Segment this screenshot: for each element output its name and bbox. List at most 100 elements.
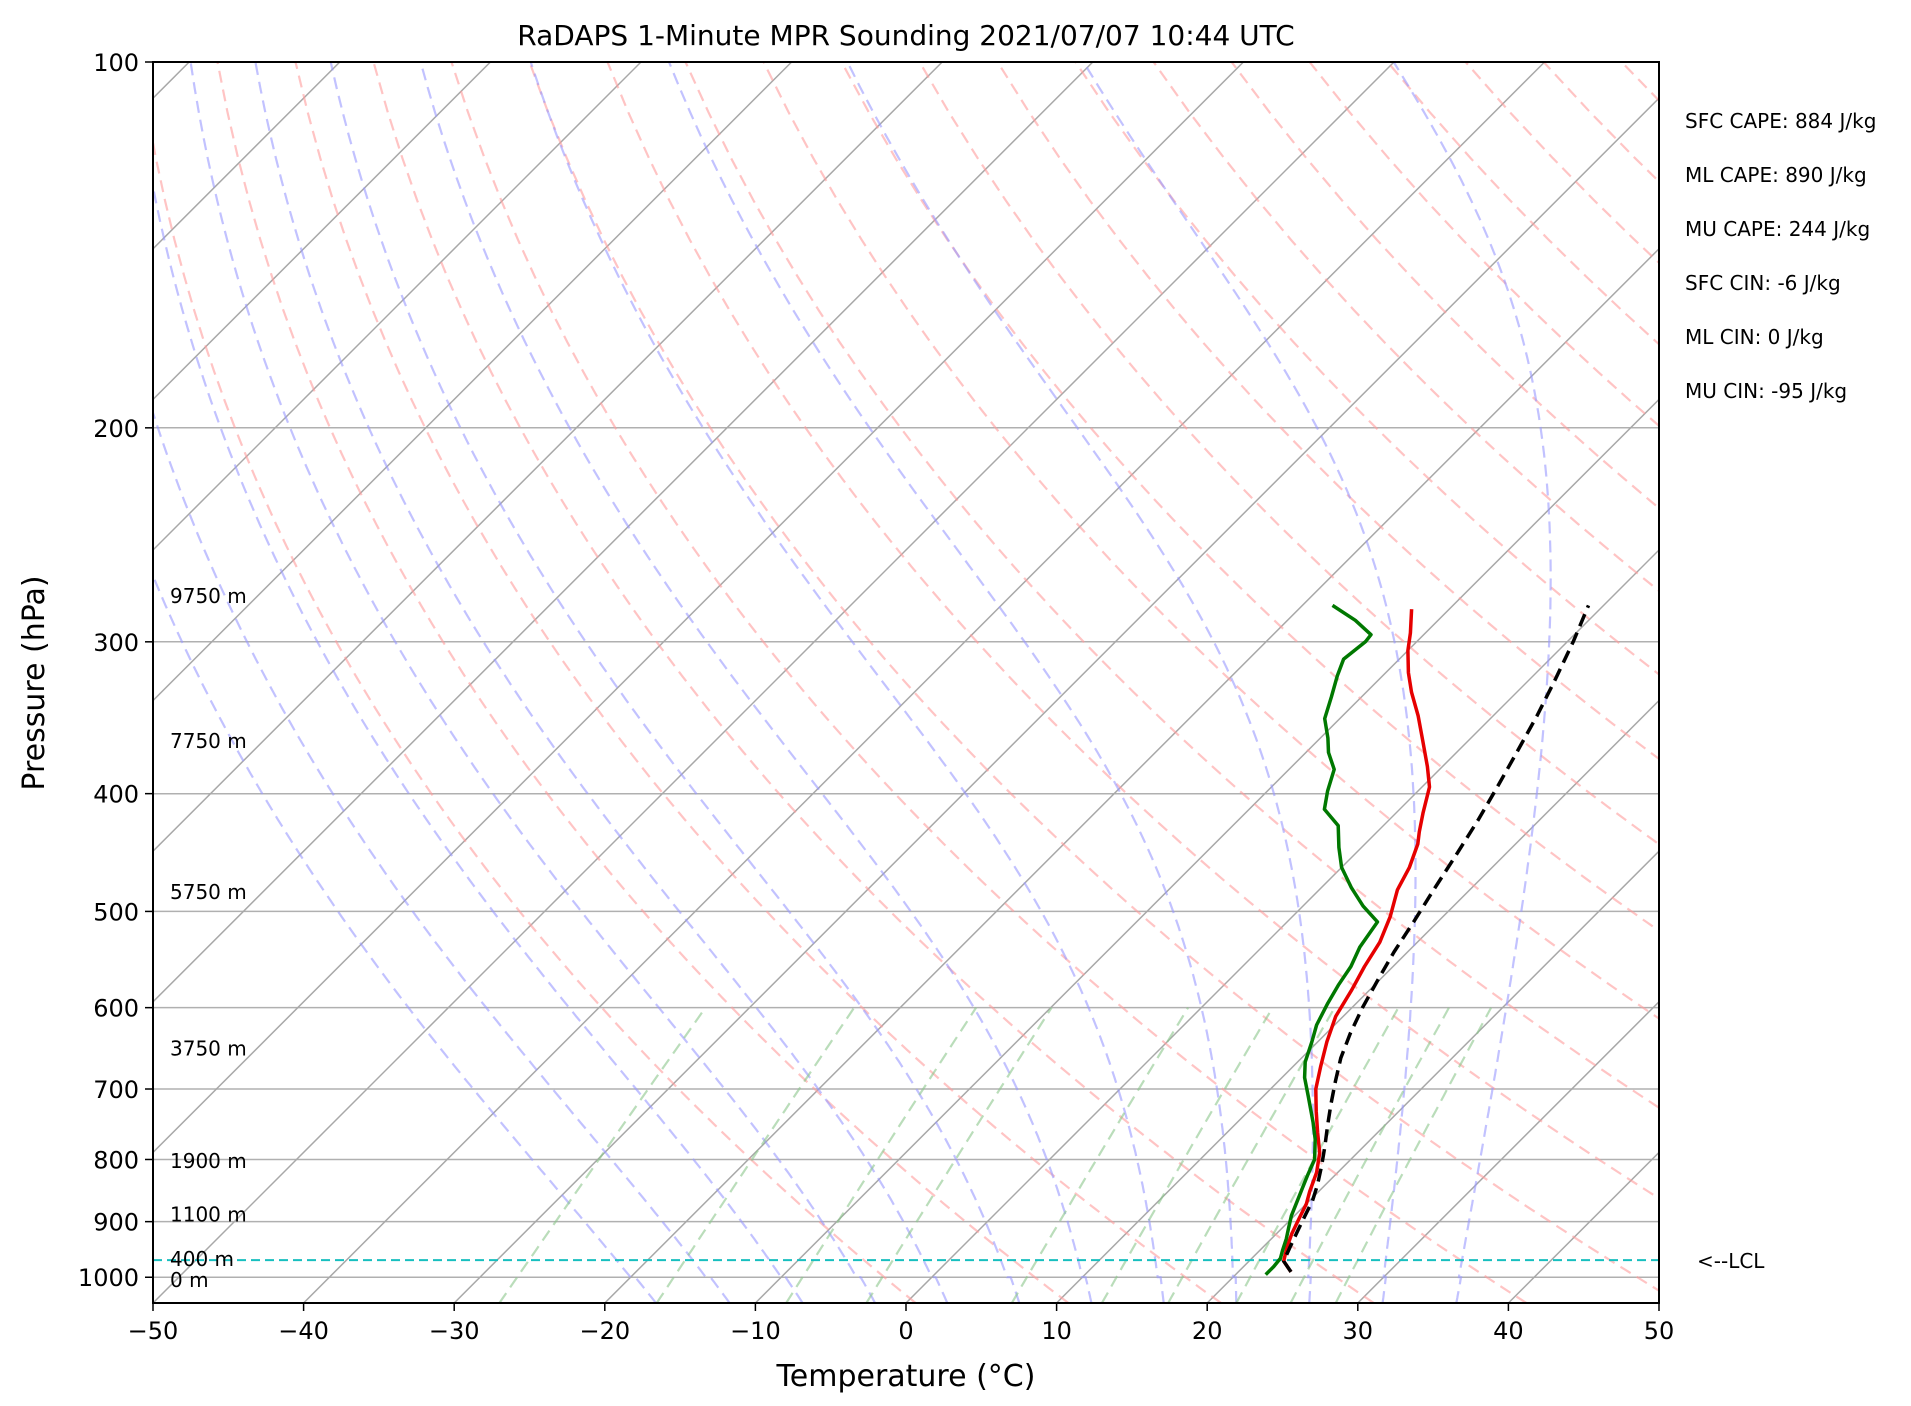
isotherm-line [153, 62, 642, 552]
x-axis-ticks: −50 −40 −30 −20 −10 0 10 20 30 40 50 [128, 1303, 1675, 1345]
mixing-ratio-line [785, 1007, 978, 1303]
y-tick-label: 600 [93, 995, 139, 1023]
x-tick-label: −50 [128, 1317, 179, 1345]
dry-adiabat-line [1152, 62, 1659, 593]
dry-adiabat-line [1542, 62, 1659, 184]
moist-adiabat-line [419, 62, 1093, 1303]
isotherm-line [153, 62, 1094, 1003]
dry-adiabat-line [1308, 62, 1659, 428]
dry-adiabat-line [216, 62, 1070, 1303]
isotherm-lines [153, 62, 1659, 1303]
dry-adiabat-line [1230, 62, 1659, 510]
sounding-profiles [1264, 603, 1591, 1276]
parameter-annotation: ML CAPE: 890 J/kg [1685, 163, 1867, 187]
mixing-ratio-line [1167, 1007, 1336, 1303]
x-tick-label: 10 [1041, 1317, 1072, 1345]
parameter-annotation: SFC CIN: -6 J/kg [1685, 271, 1841, 295]
x-tick-label: −40 [278, 1317, 329, 1345]
isotherm-line [1658, 1301, 1659, 1303]
height-label: 5750 m [170, 880, 247, 904]
moist-adiabat-line [846, 62, 1314, 1303]
x-tick-label: −30 [429, 1317, 480, 1345]
y-tick-label: 800 [93, 1146, 139, 1174]
isotherm-line [303, 62, 1546, 1303]
y-tick-label: 900 [93, 1209, 139, 1237]
height-label: 1900 m [170, 1149, 247, 1173]
y-tick-label: 200 [93, 415, 139, 443]
dry-adiabat-line [1620, 62, 1659, 103]
moist-adiabat-line [1082, 62, 1417, 1303]
moist-adiabat-line [667, 62, 1238, 1303]
dry-adiabat-lines [153, 62, 1659, 1303]
x-axis-label: Temperature (°C) [776, 1359, 1036, 1394]
height-label: 400 m [170, 1247, 234, 1271]
moist-adiabat-line [1392, 62, 1552, 1303]
dry-adiabat-line [372, 62, 1375, 1303]
y-tick-label: 700 [93, 1076, 139, 1104]
x-tick-label: 40 [1493, 1317, 1524, 1345]
isotherm-line [1507, 1151, 1659, 1303]
dry-adiabat-line [294, 62, 1222, 1303]
dry-adiabat-line [918, 62, 1659, 846]
mixing-ratio-line [1100, 1007, 1274, 1303]
height-label: 0 m [170, 1268, 209, 1292]
parameter-annotations: SFC CAPE: 884 J/kg ML CAPE: 890 J/kg MU CA… [1685, 109, 1876, 403]
x-tick-label: −20 [579, 1317, 630, 1345]
moist-adiabat-line [529, 62, 1165, 1303]
parameter-annotation: MU CIN: -95 J/kg [1685, 379, 1847, 403]
dry-adiabat-line [1074, 62, 1659, 676]
mixing-ratio-line [1334, 1007, 1493, 1303]
y-tick-label: 400 [93, 781, 139, 809]
background-lines [153, 62, 1659, 1303]
dry-adiabat-line [1386, 62, 1659, 346]
dry-adiabat-line [684, 62, 1659, 1110]
mixing-ratio-lines [498, 1006, 1493, 1303]
pressure-gridlines [153, 62, 1659, 1278]
y-axis-ticks: 100 200 300 400 500 600 700 800 900 1000 [78, 49, 153, 1292]
isotherm-line [453, 97, 1659, 1303]
height-label: 3750 m [170, 1036, 247, 1060]
dry-adiabat-line [996, 62, 1659, 761]
dry-adiabat-line [1464, 62, 1659, 265]
dry-adiabat-line [153, 136, 917, 1303]
y-tick-label: 1000 [78, 1264, 139, 1292]
mixing-ratio-line [498, 1006, 707, 1303]
isotherm-line [754, 398, 1659, 1303]
x-tick-label: 20 [1192, 1317, 1223, 1345]
x-tick-label: −10 [730, 1317, 781, 1345]
isotherm-line [604, 247, 1659, 1303]
moist-adiabat-line [189, 62, 877, 1303]
height-label: 7750 m [170, 729, 247, 753]
parameter-annotation: SFC CAPE: 884 J/kg [1685, 109, 1876, 133]
temperature-profile-line [1281, 609, 1432, 1273]
moist-adiabat-line [254, 62, 949, 1303]
isotherm-line [905, 548, 1659, 1303]
parameter-annotation: MU CAPE: 244 J/kg [1685, 217, 1870, 241]
mixing-ratio-line [1010, 1007, 1190, 1303]
isotherm-line [1357, 1000, 1659, 1303]
x-tick-label: 0 [898, 1317, 913, 1345]
x-tick-label: 30 [1343, 1317, 1374, 1345]
dry-adiabat-line [528, 62, 1659, 1292]
height-labels: 9750 m 7750 m 5750 m 3750 m 1900 m 1100 m 400 … [170, 584, 247, 1292]
height-label: 1100 m [170, 1203, 247, 1227]
isotherm-line [153, 62, 1395, 1303]
y-tick-label: 500 [93, 898, 139, 926]
lcl-label: <--LCL [1697, 1249, 1765, 1273]
moist-adiabat-line [153, 181, 804, 1303]
isotherm-line [1056, 699, 1659, 1303]
moist-adiabat-line [153, 572, 657, 1303]
mixing-ratio-line [1289, 1007, 1450, 1303]
isotherm-line [153, 62, 491, 401]
chart-title: RaDAPS 1-Minute MPR Sounding 2021/07/07 … [517, 19, 1294, 52]
x-tick-label: 50 [1644, 1317, 1675, 1345]
mixing-ratio-line [1235, 1007, 1400, 1303]
dry-adiabat-line [450, 62, 1528, 1303]
parcel-profile-line [1281, 604, 1591, 1273]
moist-adiabat-line [329, 62, 1021, 1303]
dry-adiabat-line [762, 62, 1659, 1020]
mixing-ratio-line [655, 1006, 856, 1303]
isotherm-line [153, 62, 943, 853]
y-axis-label: Pressure (hPa) [17, 575, 52, 790]
